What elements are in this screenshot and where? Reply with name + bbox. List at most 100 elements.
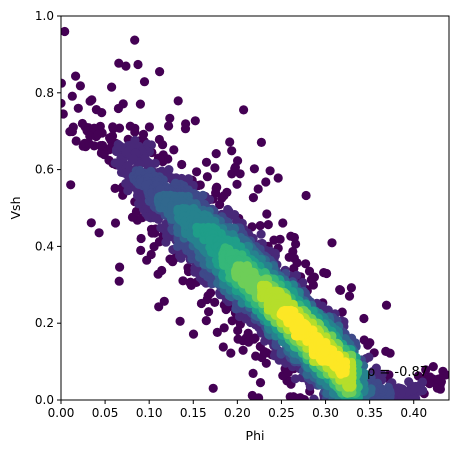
data-point [66, 180, 76, 190]
data-point [255, 378, 266, 388]
data-point [208, 383, 218, 393]
data-point [158, 140, 168, 150]
data-point [239, 105, 249, 115]
data-point [95, 141, 106, 151]
data-point [131, 206, 141, 217]
data-point [157, 265, 167, 276]
data-point [86, 218, 96, 228]
data-point [164, 165, 174, 175]
data-point [144, 159, 154, 169]
data-point [243, 328, 253, 338]
data-point [169, 145, 179, 155]
data-point [192, 167, 202, 177]
data-point [253, 184, 263, 194]
data-point [181, 119, 191, 129]
data-point [75, 81, 85, 91]
data-point [188, 329, 199, 339]
data-point [94, 228, 104, 238]
data-point [451, 376, 460, 385]
data-point [384, 370, 394, 380]
data-point [177, 159, 187, 170]
data-point [61, 98, 66, 108]
data-point [359, 335, 369, 345]
data-point [210, 163, 220, 173]
data-point [230, 162, 240, 172]
data-point [73, 103, 83, 113]
data-point [269, 235, 279, 245]
data-point [110, 183, 120, 193]
data-point [113, 103, 123, 114]
data-point [256, 137, 266, 147]
data-point [128, 154, 138, 164]
data-point [121, 61, 131, 71]
data-point [226, 348, 236, 358]
data-point [346, 283, 356, 293]
data-point [108, 122, 118, 132]
data-point [249, 164, 259, 174]
data-point [285, 392, 295, 400]
data-point [67, 126, 77, 137]
data-point [110, 218, 121, 228]
data-point [130, 35, 140, 45]
data-point [107, 82, 117, 92]
data-point [190, 116, 200, 126]
data-points [61, 26, 462, 400]
data-point [225, 137, 235, 147]
data-point [248, 193, 258, 203]
data-point [144, 122, 154, 132]
data-point [165, 113, 175, 123]
data-point [173, 96, 183, 106]
data-point [178, 276, 188, 286]
data-point [335, 285, 345, 295]
data-point [206, 288, 216, 298]
data-point [254, 393, 264, 400]
data-point [227, 146, 237, 156]
data-point [337, 307, 347, 317]
data-point [259, 347, 269, 357]
data-point [359, 313, 369, 324]
data-point [219, 323, 229, 333]
data-point [344, 291, 355, 301]
data-point [289, 263, 299, 274]
data-point [175, 316, 185, 326]
data-point [67, 91, 77, 101]
data-point [273, 173, 283, 183]
data-point [114, 58, 124, 68]
data-point [97, 108, 107, 118]
data-point [306, 275, 316, 285]
data-point [215, 200, 225, 210]
data-point [364, 352, 374, 362]
data-point [114, 276, 124, 286]
data-point [278, 218, 288, 228]
data-point [154, 302, 164, 312]
data-point [436, 373, 446, 383]
data-point [133, 59, 143, 70]
data-point [141, 180, 151, 190]
data-point [421, 365, 431, 375]
data-point [425, 372, 435, 382]
data-point [136, 245, 146, 255]
data-point [211, 149, 221, 159]
data-point [115, 262, 125, 272]
data-point [301, 259, 311, 269]
data-point [309, 395, 319, 400]
data-point [291, 239, 301, 249]
data-point [265, 166, 275, 176]
data-point [381, 300, 392, 310]
data-point [130, 127, 140, 137]
data-point [212, 327, 222, 337]
data-point [455, 377, 462, 386]
data-point [327, 238, 337, 248]
data-point [61, 26, 70, 37]
data-point [263, 220, 273, 230]
data-point [155, 67, 165, 77]
data-point [301, 190, 311, 201]
data-point [61, 78, 66, 88]
data-point [93, 129, 103, 140]
data-point [261, 177, 271, 187]
data-point [255, 221, 265, 231]
data-point [201, 157, 212, 167]
data-point [250, 333, 260, 343]
data-point [84, 139, 94, 149]
